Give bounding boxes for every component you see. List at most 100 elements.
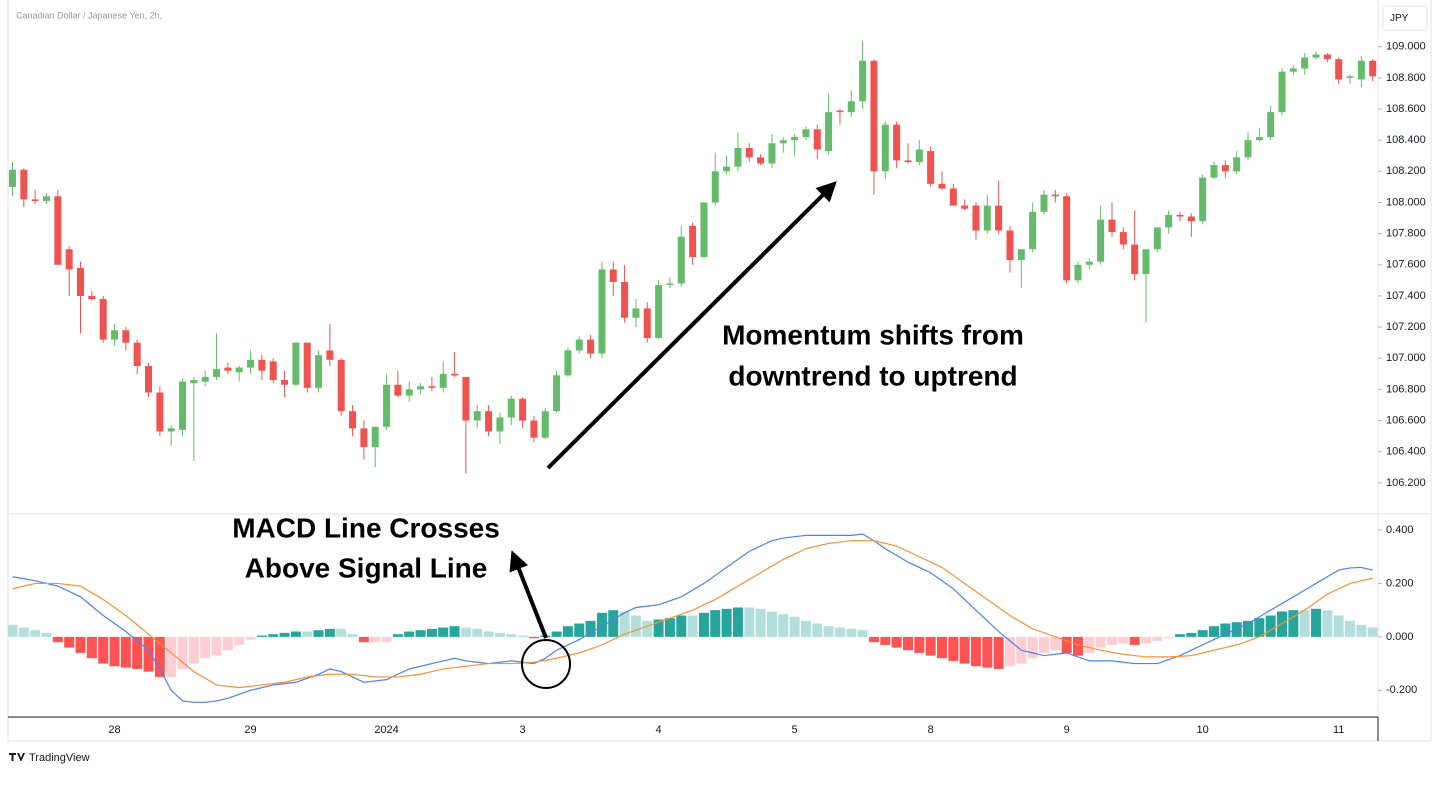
annotation-text: Momentum shifts from (722, 319, 1024, 350)
y-tick-label: 108.000 (1386, 196, 1426, 208)
histogram-bar (200, 636, 211, 659)
histogram-bar (268, 634, 279, 637)
histogram-bar (1095, 636, 1106, 648)
candle-body (1199, 177, 1207, 222)
candle-body (303, 342, 311, 388)
histogram-bar (948, 636, 959, 661)
histogram-bar (347, 634, 358, 637)
candle-body (700, 202, 708, 257)
histogram-bar (1118, 636, 1129, 644)
candle-body (1221, 165, 1229, 172)
candle-body (519, 398, 527, 421)
histogram-bar (993, 636, 1004, 669)
histogram-bar (744, 607, 755, 637)
candle-body (383, 384, 391, 427)
candle-body (224, 367, 232, 371)
candle-body (1244, 140, 1252, 158)
histogram-bar (404, 631, 415, 637)
histogram-bar (256, 635, 267, 637)
histogram-bar (721, 608, 732, 637)
candle-body (371, 426, 379, 448)
annotation-text: downtrend to uptrend (728, 360, 1017, 391)
candle-body (711, 171, 719, 203)
candle-body (745, 147, 753, 158)
y-tick-label: 107.600 (1386, 259, 1426, 271)
x-tick-label: 3 (520, 724, 526, 736)
histogram-bar (959, 636, 970, 664)
histogram-bar (245, 636, 256, 640)
indicator-line (12, 540, 1373, 689)
candle-body (54, 196, 62, 265)
x-tick-label: 9 (1064, 724, 1070, 736)
histogram-bar (64, 636, 75, 648)
candle-body (247, 359, 255, 368)
candle-body (553, 375, 561, 412)
histogram-bar (857, 630, 868, 637)
histogram-bar (1129, 636, 1140, 645)
candle-body (995, 205, 1003, 231)
plot: 106.200 106.400 106.600 106.800 107.000 107.2… (7, 40, 1426, 736)
histogram-bar (18, 627, 29, 637)
histogram-bar (143, 636, 154, 672)
histogram-bar (868, 636, 879, 643)
candle-body (575, 339, 583, 351)
histogram-bar (596, 612, 607, 637)
histogram-bar (506, 634, 517, 637)
histogram-bar (755, 608, 766, 637)
cross-arrow (509, 550, 548, 639)
histogram-bar (392, 634, 403, 637)
histogram-bar (222, 636, 233, 651)
indicator-line (12, 533, 1373, 703)
candle-body (473, 411, 481, 421)
y-tick-label: 106.400 (1386, 446, 1426, 458)
histogram-bar (41, 632, 52, 637)
currency-button[interactable] (1382, 5, 1428, 31)
candle-body (1335, 59, 1343, 80)
candle-body (677, 236, 685, 284)
histogram-bar (766, 611, 777, 637)
candle-body (1267, 112, 1275, 138)
histogram-bar (75, 636, 86, 653)
candle-body (1063, 196, 1071, 281)
candle-body (972, 205, 980, 231)
histogram-bar (1367, 627, 1378, 637)
candle-body (156, 392, 164, 432)
x-tick-label: 28 (108, 724, 120, 736)
candle-body (768, 143, 776, 164)
candle-body (859, 60, 867, 102)
candle-body (1006, 230, 1014, 261)
candle-body (258, 359, 266, 371)
candle-body (496, 417, 504, 432)
y-tick-label: 108.600 (1386, 103, 1426, 115)
x-tick-label: 5 (792, 724, 798, 736)
histogram-bar (812, 623, 823, 637)
histogram-bar (619, 611, 630, 637)
candle-body (1323, 54, 1331, 60)
candle-body (20, 169, 28, 200)
histogram-bar (1197, 630, 1208, 637)
histogram-bar (1072, 636, 1083, 656)
histogram-bar (86, 636, 97, 659)
candle-body (1165, 214, 1173, 228)
x-tick-label: 2024 (374, 724, 398, 736)
histogram-bar (358, 636, 369, 643)
candle-body (530, 420, 538, 438)
histogram-bar (279, 632, 290, 637)
candle-body (88, 295, 96, 300)
y-tick-label: 0.000 (1386, 631, 1414, 643)
candle-body (734, 147, 742, 167)
candle-body (1278, 71, 1286, 113)
histogram-bar (914, 636, 925, 653)
x-tick-label: 8 (928, 724, 934, 736)
histogram-bar (789, 616, 800, 637)
candle-body (1233, 157, 1241, 172)
candle-body (1131, 244, 1139, 275)
candle-body (791, 137, 799, 141)
candle-body (111, 330, 119, 340)
candle-body (666, 283, 674, 286)
candle-body (145, 366, 153, 393)
candle-body (326, 350, 334, 360)
candle-body (77, 267, 85, 296)
histogram-bar (1288, 610, 1299, 637)
candle-body (360, 428, 368, 448)
